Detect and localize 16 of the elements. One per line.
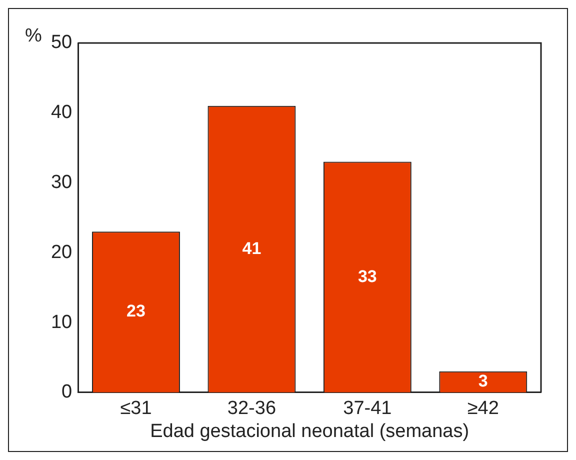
x-axis-title: Edad gestacional neonatal (semanas) [150,420,470,442]
y-tick-label: 30 [50,172,72,193]
x-tick-label: 32-36 [227,398,276,420]
data-label: 41 [242,238,262,258]
y-tick-label: 20 [50,242,72,263]
y-tick-label: 10 [50,312,72,333]
data-label: 3 [478,372,488,391]
x-tick-label: ≥42 [467,398,499,420]
y-tick-label: 40 [50,102,72,124]
y-axis-title: % [25,26,42,47]
x-tick-label: 37-41 [343,398,392,420]
y-tick-label: 50 [50,32,72,54]
y-tick-label: 0 [62,382,72,403]
x-tick-label: ≤31 [120,398,152,420]
data-label: 33 [358,266,377,286]
data-label: 23 [126,302,146,321]
